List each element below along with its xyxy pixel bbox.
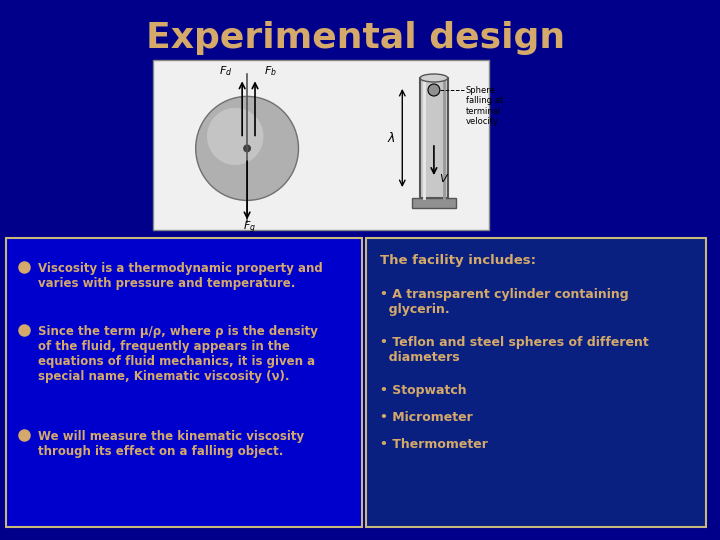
Circle shape bbox=[196, 97, 299, 200]
FancyBboxPatch shape bbox=[6, 238, 361, 527]
Circle shape bbox=[243, 144, 251, 152]
Ellipse shape bbox=[420, 74, 448, 82]
FancyBboxPatch shape bbox=[412, 198, 456, 208]
Text: $F_d$: $F_d$ bbox=[219, 64, 232, 78]
Text: Since the term μ/ρ, where ρ is the density
of the fluid, frequently appears in t: Since the term μ/ρ, where ρ is the densi… bbox=[37, 325, 318, 383]
Circle shape bbox=[428, 84, 440, 96]
Text: $\lambda$: $\lambda$ bbox=[387, 131, 395, 145]
Circle shape bbox=[207, 108, 264, 165]
Text: Viscosity is a thermodynamic property and
varies with pressure and temperature.: Viscosity is a thermodynamic property an… bbox=[37, 262, 323, 290]
Text: • Thermometer: • Thermometer bbox=[379, 438, 487, 451]
Text: We will measure the kinematic viscosity
through its effect on a falling object.: We will measure the kinematic viscosity … bbox=[37, 430, 304, 458]
Text: • Micrometer: • Micrometer bbox=[379, 411, 472, 424]
Text: $V$: $V$ bbox=[439, 172, 449, 184]
Text: $F_b$: $F_b$ bbox=[264, 64, 277, 78]
Text: Experimental design: Experimental design bbox=[146, 21, 565, 55]
Text: The facility includes:: The facility includes: bbox=[379, 254, 536, 267]
Text: • Stopwatch: • Stopwatch bbox=[379, 384, 466, 397]
Text: • A transparent cylinder containing
  glycerin.: • A transparent cylinder containing glyc… bbox=[379, 288, 628, 316]
Text: • Teflon and steel spheres of different
  diameters: • Teflon and steel spheres of different … bbox=[379, 336, 648, 364]
FancyBboxPatch shape bbox=[420, 78, 448, 198]
FancyBboxPatch shape bbox=[153, 60, 490, 230]
Text: $F_g$: $F_g$ bbox=[243, 220, 256, 236]
FancyBboxPatch shape bbox=[366, 238, 706, 527]
Text: Sphere
falling at
terminal
velocity: Sphere falling at terminal velocity bbox=[466, 86, 503, 126]
